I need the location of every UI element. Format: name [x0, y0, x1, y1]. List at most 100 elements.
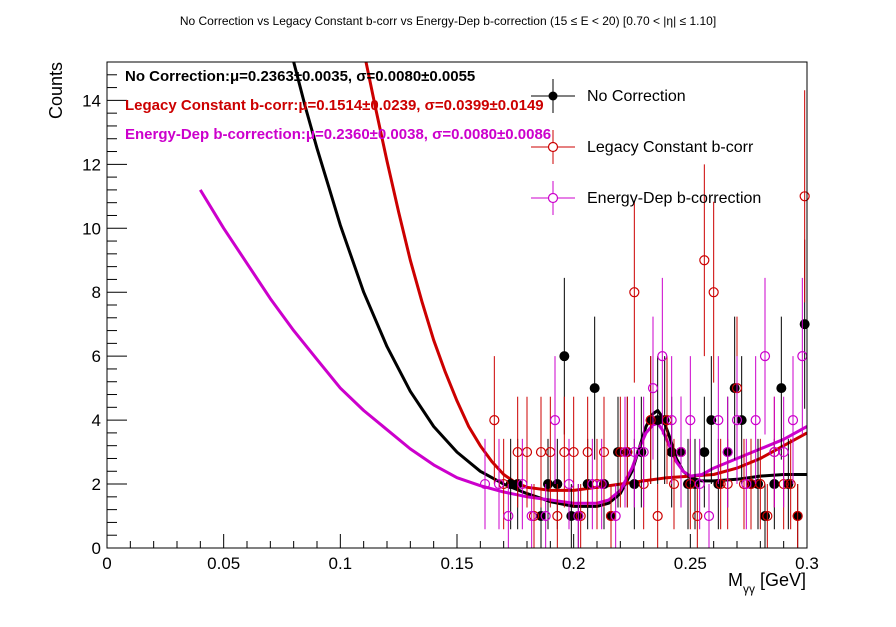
point-no-correction — [776, 316, 787, 460]
stat-label: Energy-Dep b-correction: — [125, 126, 306, 143]
point-energy-dep-b-correction — [493, 438, 505, 530]
marker — [799, 319, 810, 330]
point-energy-dep-b-correction — [479, 438, 491, 530]
point-energy-dep-b-correction — [610, 484, 621, 548]
point-energy-dep-b-correction — [666, 356, 677, 485]
marker — [489, 415, 500, 426]
stat-value: μ=0.2360±0.0038, σ=0.0080±0.0086 — [306, 126, 551, 143]
x-axis-title: Mγγ [GeV] — [728, 570, 806, 596]
stat-line-legacy-constant-b-corr: Legacy Constant b-corr:μ=0.1514±0.0239, … — [125, 97, 544, 114]
stat-line-no-correction: No Correction:μ=0.2363±0.0035, σ=0.0080±… — [125, 68, 475, 85]
marker — [685, 415, 696, 426]
x-tick-label: 0.2 — [562, 554, 586, 573]
legend-marker — [547, 141, 559, 153]
point-energy-dep-b-correction — [787, 356, 799, 485]
marker — [699, 447, 710, 458]
x-tick-label: 0 — [102, 554, 111, 573]
marker — [706, 415, 717, 426]
marker — [549, 415, 561, 426]
point-legacy-constant-b-corr — [668, 438, 680, 530]
marker — [596, 478, 607, 490]
point-no-correction — [699, 396, 710, 508]
point-legacy-constant-b-corr — [785, 438, 796, 530]
point-legacy-constant-b-corr — [552, 484, 563, 548]
point-energy-dep-b-correction — [647, 316, 659, 460]
legend-marker — [548, 91, 558, 101]
point-energy-dep-b-correction — [703, 484, 715, 548]
marker — [787, 415, 799, 426]
fit-stats-box: No Correction:μ=0.2363±0.0035, σ=0.0080±… — [125, 68, 551, 143]
marker — [785, 478, 796, 490]
marker — [741, 478, 752, 490]
y-tick-label: 12 — [82, 155, 101, 174]
marker — [629, 287, 640, 298]
point-energy-dep-b-correction — [638, 396, 649, 508]
legend: No Correction Legacy Constant b-corr Energ… — [531, 79, 761, 215]
marker — [713, 415, 724, 426]
point-legacy-constant-b-corr — [598, 396, 610, 508]
marker — [645, 415, 656, 426]
point-energy-dep-b-correction — [685, 356, 696, 485]
x-tick-label: 0.15 — [440, 554, 473, 573]
point-energy-dep-b-correction — [563, 438, 575, 530]
point-energy-dep-b-correction — [722, 396, 733, 508]
marker — [799, 191, 810, 202]
x-tick-label: 0.05 — [207, 554, 240, 573]
fit-curve-energy-dep-b-correction — [199, 189, 807, 505]
point-legacy-constant-b-corr — [629, 201, 640, 383]
point-energy-dep-b-correction — [750, 356, 761, 485]
marker — [543, 479, 553, 490]
marker — [517, 478, 528, 490]
marker — [638, 446, 649, 458]
x-tick-label: 0.1 — [329, 554, 353, 573]
marker — [540, 510, 551, 522]
marker — [731, 415, 743, 426]
point-legacy-constant-b-corr — [582, 396, 593, 508]
point-energy-dep-b-correction — [517, 438, 528, 530]
marker — [526, 510, 537, 522]
marker — [647, 383, 659, 394]
marker — [598, 446, 610, 458]
axis-tick-labels: 0 0.05 0.1 0.15 0.2 0.25 0.3 0 2 4 6 8 10 12 14 — [82, 91, 819, 573]
y-axis-title: Counts — [46, 62, 66, 119]
y-tick-label: 14 — [82, 91, 101, 110]
point-no-correction — [729, 316, 740, 460]
point-energy-dep-b-correction — [573, 484, 584, 548]
point-legacy-constant-b-corr — [645, 356, 656, 485]
point-no-correction — [589, 316, 600, 460]
marker — [559, 351, 570, 362]
legend-entry-legacy-constant-b-corr: Legacy Constant b-corr — [531, 130, 754, 164]
y-tick-label: 6 — [92, 347, 101, 366]
marker — [652, 510, 663, 522]
point-energy-dep-b-correction — [675, 396, 687, 508]
point-energy-dep-b-correction — [694, 438, 705, 530]
marker — [479, 478, 491, 490]
marker — [657, 351, 668, 362]
marker — [694, 478, 705, 490]
stat-label: Legacy Constant b-corr: — [125, 97, 298, 114]
marker — [493, 478, 505, 490]
marker — [776, 383, 787, 394]
legend-marker — [547, 192, 559, 204]
marker — [552, 510, 563, 522]
point-energy-dep-b-correction — [741, 438, 752, 530]
y-tick-label: 8 — [92, 283, 101, 302]
chart-title: No Correction vs Legacy Constant b-corr … — [180, 14, 716, 28]
point-energy-dep-b-correction — [778, 396, 789, 508]
point-energy-dep-b-correction — [503, 484, 514, 548]
point-energy-dep-b-correction — [731, 356, 743, 485]
marker — [715, 478, 726, 490]
x-tick-label: 0.3 — [795, 554, 819, 573]
y-tick-label: 4 — [92, 411, 101, 430]
marker — [699, 255, 710, 266]
point-legacy-constant-b-corr — [799, 90, 810, 303]
data-points — [479, 90, 810, 548]
point-energy-dep-b-correction — [596, 438, 607, 530]
point-no-correction — [636, 396, 647, 508]
point-legacy-constant-b-corr — [715, 438, 726, 530]
point-energy-dep-b-correction — [549, 356, 561, 485]
y-tick-label: 0 — [92, 539, 101, 558]
point-legacy-constant-b-corr — [762, 484, 773, 548]
